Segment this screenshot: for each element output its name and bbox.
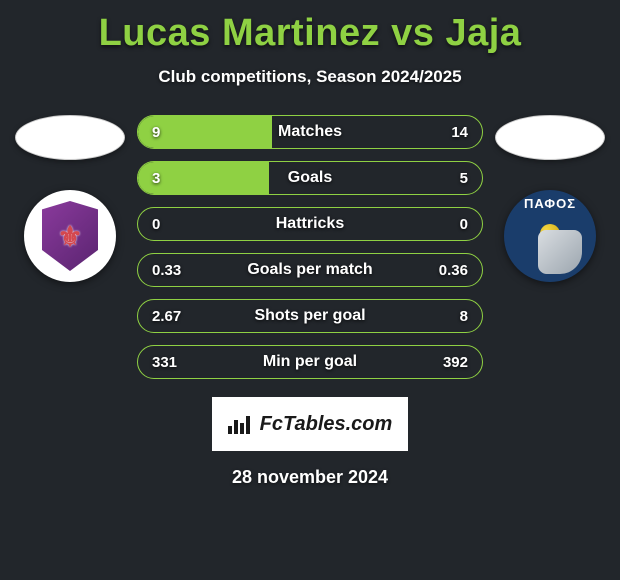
- stat-value-left: 331: [152, 354, 177, 371]
- club-badge-left: ⚜: [24, 190, 116, 282]
- fleur-de-lis-icon: ⚜: [57, 220, 82, 253]
- stat-value-left: 9: [152, 124, 160, 141]
- stat-label: Matches: [278, 123, 342, 141]
- stat-value-left: 0.33: [152, 262, 181, 279]
- stat-label: Goals per match: [247, 261, 372, 279]
- subtitle: Club competitions, Season 2024/2025: [0, 67, 620, 87]
- club-shield-left: ⚜: [42, 201, 98, 271]
- stat-row: 2.67 Shots per goal 8: [137, 299, 483, 333]
- stat-value-right: 0: [460, 216, 468, 233]
- stat-value-left: 2.67: [152, 308, 181, 325]
- stat-label: Min per goal: [263, 353, 357, 371]
- stat-row: 0 Hattricks 0: [137, 207, 483, 241]
- club-graphic-right: [538, 230, 582, 274]
- date-label: 28 november 2024: [0, 467, 620, 488]
- stat-value-left: 0: [152, 216, 160, 233]
- stat-value-right: 8: [460, 308, 468, 325]
- stat-label: Goals: [288, 169, 332, 187]
- player-left-column: ⚜: [15, 115, 125, 282]
- stat-label: Shots per goal: [254, 307, 365, 325]
- chart-icon: [228, 414, 254, 434]
- stat-value-right: 392: [443, 354, 468, 371]
- attribution-text: FcTables.com: [260, 413, 393, 436]
- main-area: ⚜ 9 Matches 14 3 Goals 5 0 Hattricks 0 0.33 Goals …: [0, 115, 620, 391]
- club-text-right: ΠΑΦΟΣ: [504, 196, 596, 211]
- stat-row: 3 Goals 5: [137, 161, 483, 195]
- stat-label: Hattricks: [276, 215, 344, 233]
- stat-row: 0.33 Goals per match 0.36: [137, 253, 483, 287]
- stat-value-right: 0.36: [439, 262, 468, 279]
- stat-row: 331 Min per goal 392: [137, 345, 483, 379]
- page-title: Lucas Martinez vs Jaja: [0, 12, 620, 55]
- club-badge-right: ΠΑΦΟΣ: [504, 190, 596, 282]
- stat-value-right: 5: [460, 170, 468, 187]
- player-right-column: ΠΑΦΟΣ: [495, 115, 605, 282]
- comparison-card: Lucas Martinez vs Jaja Club competitions…: [0, 0, 620, 488]
- country-flag-right: [495, 115, 605, 160]
- stat-value-left: 3: [152, 170, 160, 187]
- stats-list: 9 Matches 14 3 Goals 5 0 Hattricks 0 0.33 Goals pe…: [137, 115, 483, 391]
- attribution-banner: FcTables.com: [212, 397, 408, 451]
- stat-row: 9 Matches 14: [137, 115, 483, 149]
- stat-value-right: 14: [451, 124, 468, 141]
- country-flag-left: [15, 115, 125, 160]
